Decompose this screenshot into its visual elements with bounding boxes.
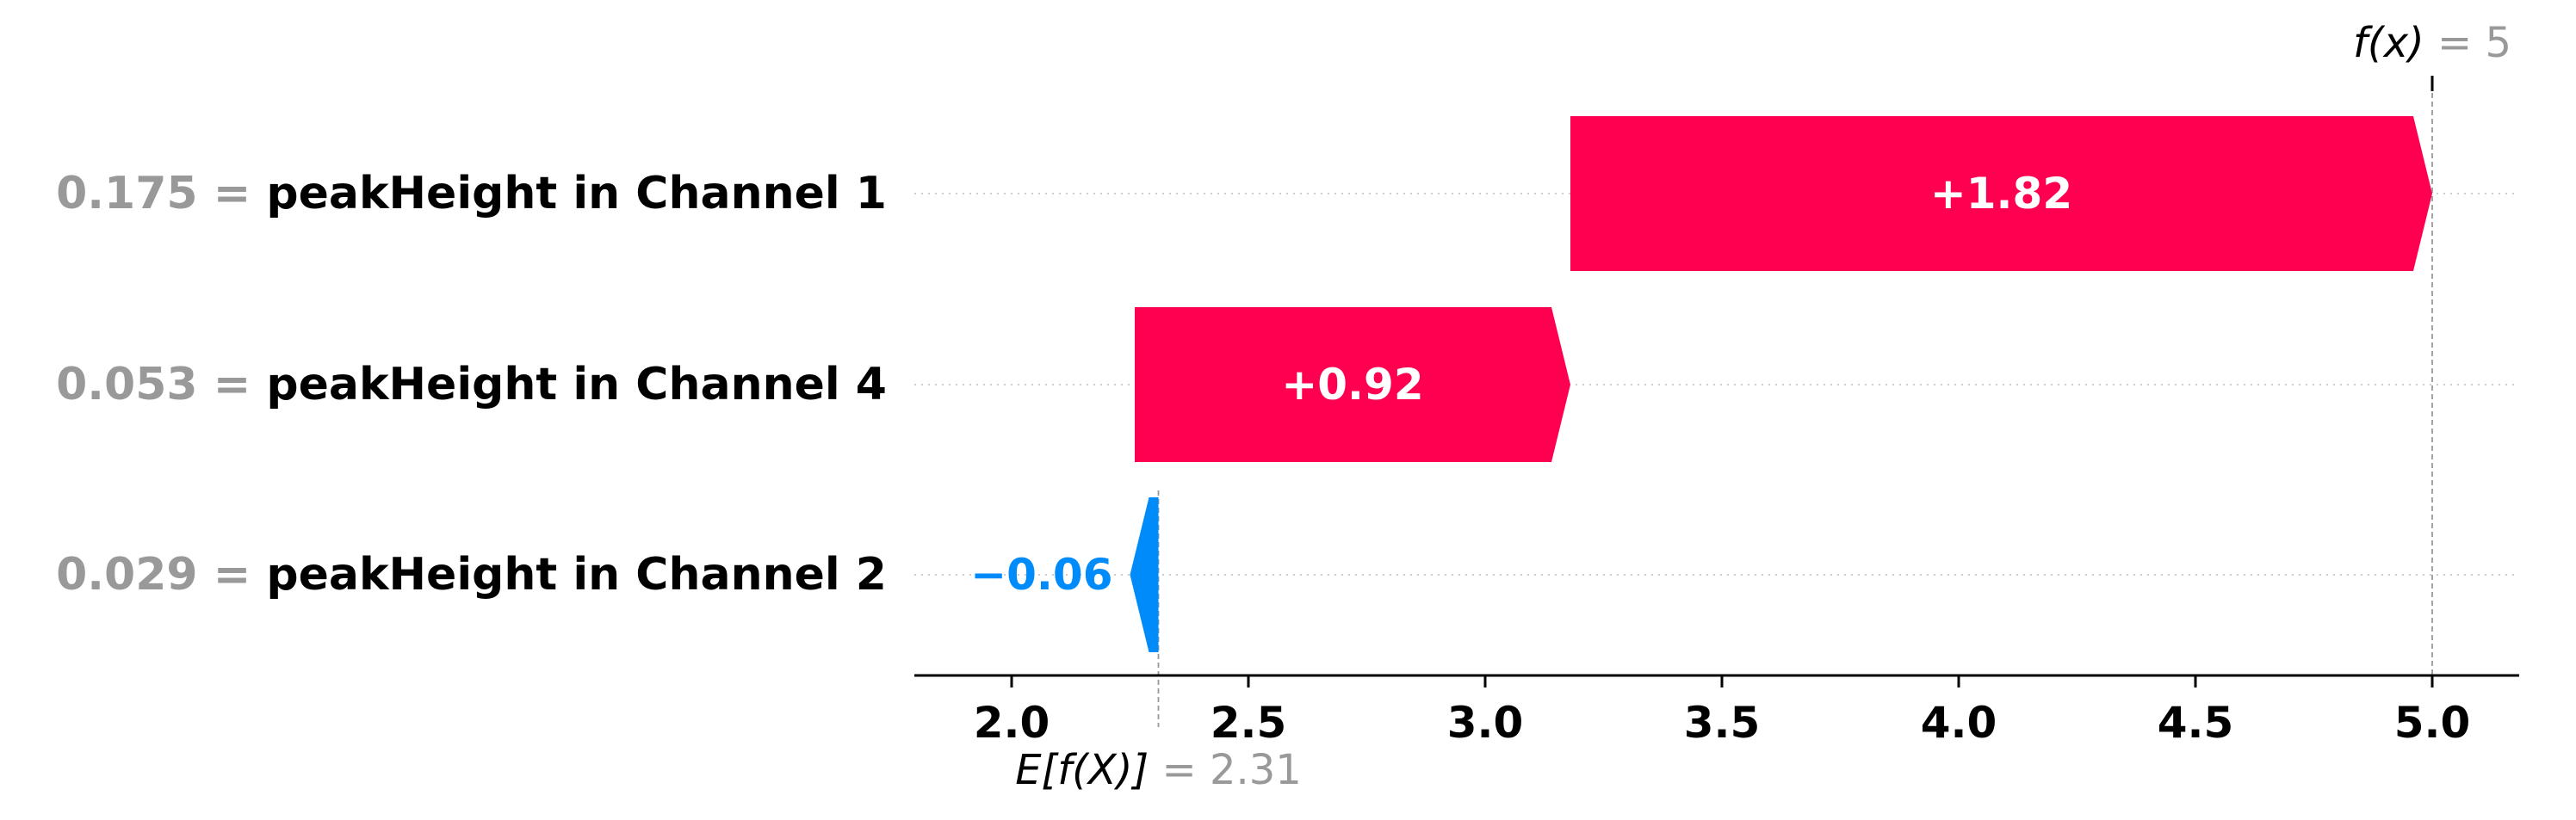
feature-equals: = (198, 168, 267, 219)
waterfall-bar (1570, 116, 2432, 271)
x-tick-label: 3.5 (1684, 698, 1761, 748)
feature-name: peakHeight in Channel 2 (266, 549, 887, 601)
feature-equals: = (198, 549, 267, 601)
x-tick-label: 2.5 (1211, 698, 1287, 748)
feature-name: peakHeight in Channel 1 (266, 168, 887, 219)
feature-value: 0.175 (56, 168, 197, 219)
base-value-annotation: E[f(X)] = 2.31 (1015, 746, 1302, 794)
base-value-eq: = (1149, 746, 1210, 794)
x-tick-label: 2.0 (974, 698, 1050, 748)
base-value-number: 2.31 (1210, 746, 1302, 794)
x-tick-label: 4.5 (2158, 698, 2234, 748)
bar-value-label: +0.92 (1281, 360, 1423, 410)
bar-value-label: +1.82 (1930, 169, 2072, 219)
feature-value: 0.053 (56, 359, 197, 410)
final-value-number: 5 (2485, 19, 2511, 67)
final-value-eq: = (2424, 19, 2486, 67)
feature-label: 0.175 = peakHeight in Channel 1 (56, 168, 887, 219)
base-value-expr: E[f(X)] (1015, 746, 1149, 794)
feature-value: 0.029 (56, 549, 197, 601)
bar-value-label: −0.06 (970, 550, 1112, 600)
final-value-expr: f(x) (2353, 19, 2424, 67)
feature-name: peakHeight in Channel 4 (266, 359, 887, 410)
feature-equals: = (198, 359, 267, 410)
x-tick-label: 3.0 (1447, 698, 1524, 748)
final-value-annotation: f(x) = 5 (2353, 19, 2511, 67)
feature-label: 0.029 = peakHeight in Channel 2 (56, 549, 887, 601)
x-tick-label: 5.0 (2394, 698, 2471, 748)
x-tick-label: 4.0 (1921, 698, 1997, 748)
waterfall-bar (1130, 497, 1159, 652)
feature-label: 0.053 = peakHeight in Channel 4 (56, 359, 887, 410)
waterfall-bar (1135, 307, 1570, 462)
